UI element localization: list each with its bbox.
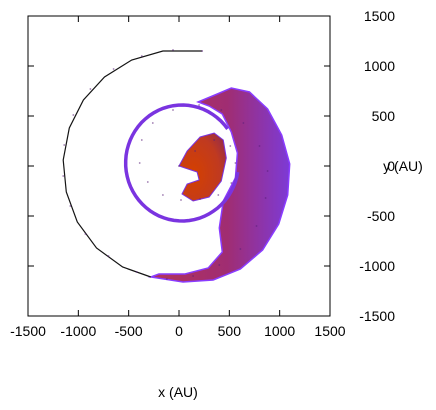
particle-point <box>140 139 143 141</box>
particle-disk <box>62 49 291 283</box>
y-axis-label: y (AU) <box>383 158 423 174</box>
particle-point <box>178 165 180 167</box>
particle-point <box>239 248 242 250</box>
particle-point <box>264 197 267 199</box>
particle-point <box>107 255 110 257</box>
particle-point <box>62 175 65 177</box>
particle-point <box>234 162 237 164</box>
particle-point <box>218 264 221 266</box>
x-tick-label: -1000 <box>60 323 96 339</box>
particle-point <box>140 55 143 57</box>
particle-point <box>258 145 261 147</box>
axes: -1500 -1000 -500 0 500 1000 1500 1500 1000 500 0 -5… <box>10 8 395 339</box>
particle-point <box>192 275 195 277</box>
particle-point <box>135 271 138 273</box>
particle-point <box>242 122 245 124</box>
y-tick-label: -1000 <box>359 258 395 274</box>
particle-point <box>172 49 174 51</box>
particle-point <box>194 150 197 152</box>
particle-point <box>138 162 141 164</box>
x-axis-label: x (AU) <box>158 384 198 400</box>
particle-point <box>162 194 164 196</box>
x-tick-label: 500 <box>218 323 242 339</box>
particle-point <box>217 194 220 196</box>
particle-point <box>84 233 87 235</box>
particle-point <box>229 145 232 147</box>
particle-point <box>63 144 66 146</box>
particle-point <box>151 122 154 124</box>
particle-point <box>213 139 216 141</box>
particle-point <box>266 170 269 172</box>
x-tick-label: 1000 <box>264 323 295 339</box>
y-tick-label: -1500 <box>359 308 395 324</box>
y-tick-label: 1000 <box>364 58 395 74</box>
y-tick-label: 500 <box>372 108 396 124</box>
x-tick-label: 0 <box>175 323 183 339</box>
particle-point <box>180 199 182 201</box>
particle-point <box>69 205 72 207</box>
particle-point <box>255 225 258 227</box>
y-tick-label: 0 <box>387 158 395 174</box>
particle-point <box>198 104 201 106</box>
particle-point <box>166 278 168 280</box>
particle-point <box>89 88 92 90</box>
y-tick-label: 1500 <box>364 8 395 24</box>
particle-point <box>199 198 202 200</box>
core-lobe <box>178 132 227 202</box>
x-tick-label: 1500 <box>314 323 345 339</box>
inner-ring <box>123 103 240 223</box>
particle-point <box>112 68 115 70</box>
particle-point <box>230 182 233 184</box>
particle-point <box>220 109 223 111</box>
particle-point <box>72 114 75 116</box>
particle-point <box>146 181 149 183</box>
y-tick-label: -500 <box>367 208 395 224</box>
particle-point <box>172 109 174 111</box>
outer-thin-arm <box>62 50 203 278</box>
x-tick-label: -500 <box>115 323 143 339</box>
particle-point <box>201 50 204 52</box>
x-tick-label: -1500 <box>10 323 46 339</box>
